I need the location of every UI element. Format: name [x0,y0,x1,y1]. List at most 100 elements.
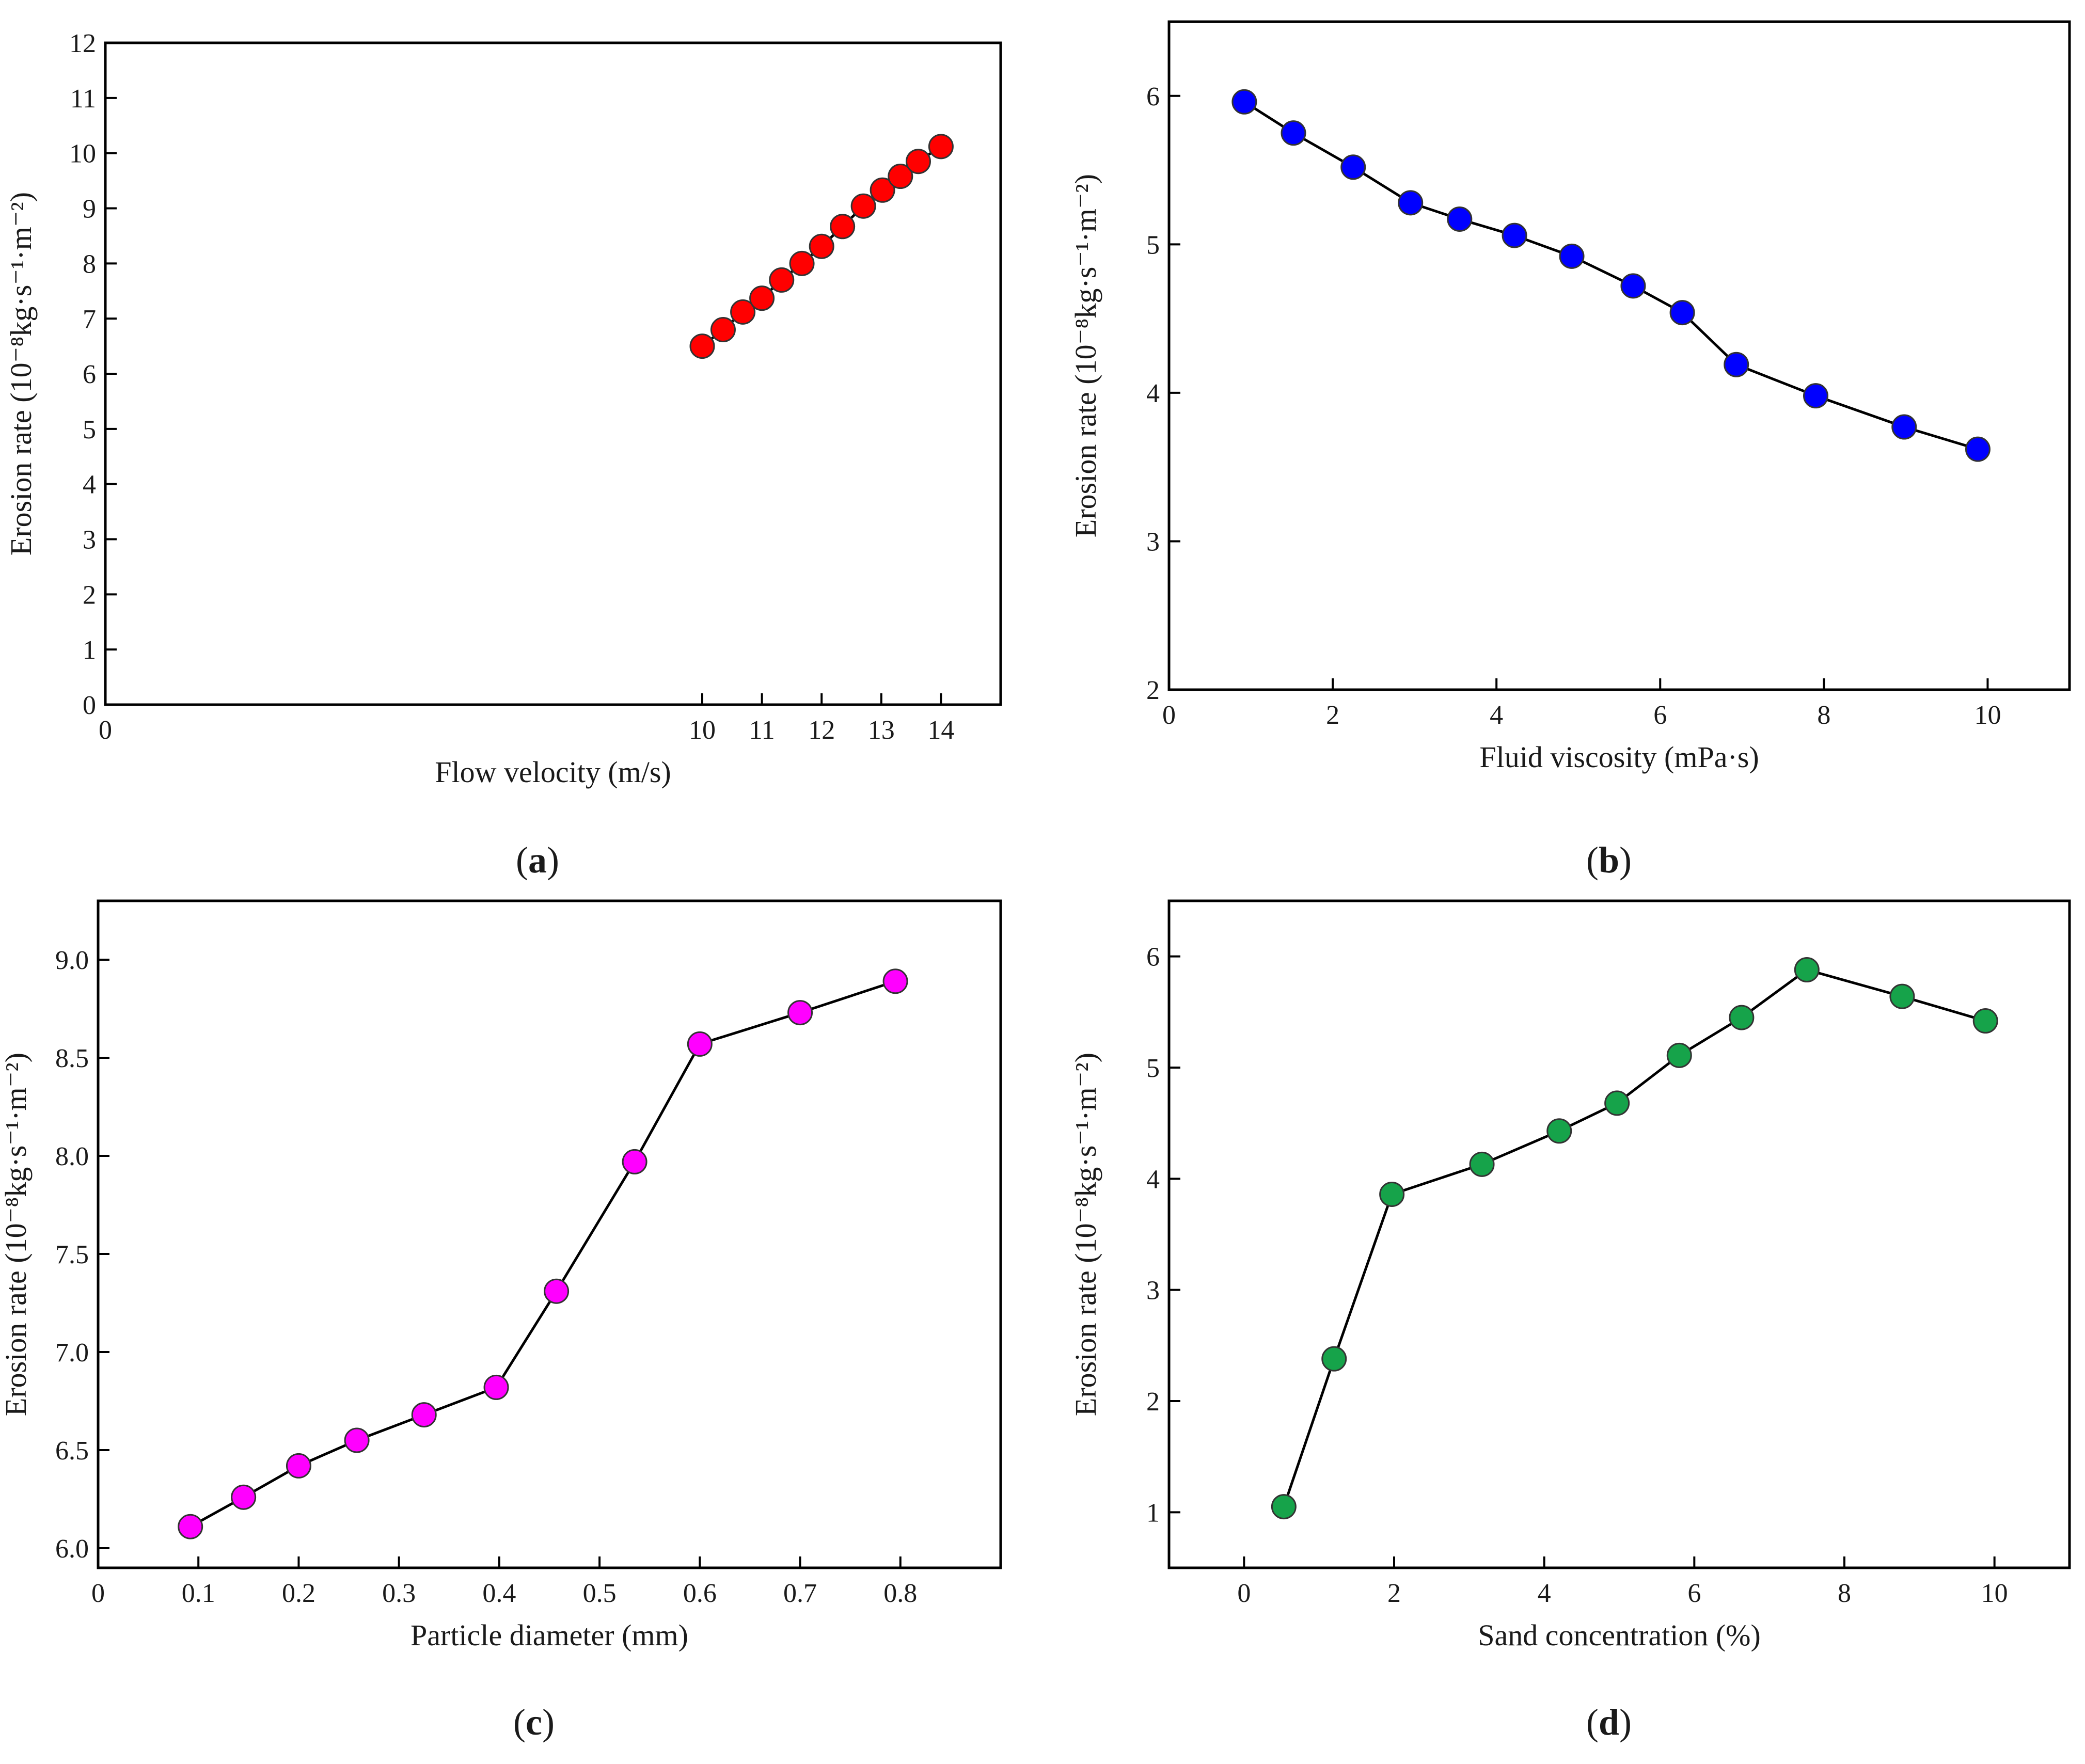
data-point [1794,957,1820,983]
x-tick-label: 6 [1653,701,1667,730]
plot-frame [97,899,1002,1569]
x-tick-label: 10 [1974,701,2001,730]
data-point [730,299,756,325]
panel-label: (d) [1586,1702,1632,1743]
x-tick-label: 13 [868,716,895,745]
y-tick-label: 0 [83,691,96,720]
data-point [1620,273,1646,299]
y-tick-label: 6 [1146,82,1160,112]
x-tick-label: 0.7 [783,1579,817,1608]
x-tick-label: 0 [1162,701,1176,730]
data-point [1559,243,1585,269]
data-point [1889,983,1915,1009]
chart-panel-d: 1 2 3 4 5 6 0 2 4 6 8 10 Sand concentration (%) Erosi… [1069,899,2071,1743]
x-tick-label: 2 [1387,1579,1401,1608]
data-point [1666,1042,1692,1068]
x-tick-label: 10 [689,716,716,745]
y-tick-label: 7.5 [55,1240,89,1269]
data-point [1604,1090,1630,1116]
plot-frame [1167,899,2071,1569]
x-tick-label: 11 [749,716,775,745]
series-line [1243,101,1979,451]
y-tick-label: 5 [1146,230,1160,260]
y-tick-label: 4 [83,470,96,500]
y-tick-label: 9 [83,195,96,224]
y-tick-label: 6.5 [55,1436,89,1466]
y-tick-label: 8 [83,249,96,279]
y-tick-label: 5 [83,415,96,444]
data-point [1340,154,1366,180]
x-tick-label: 0.4 [482,1579,516,1608]
y-tick-label: 10 [69,139,96,169]
series-line [189,980,896,1528]
y-tick-label: 3 [1146,527,1160,557]
y-tick-label: 4 [1146,379,1160,408]
y-tick-label: 3 [83,526,96,555]
y-tick-label: 1 [1146,1498,1160,1528]
y-tick-label: 2 [83,580,96,610]
x-tick-label: 14 [927,716,954,745]
y-tick-label: 6.0 [55,1534,89,1564]
data-point [1398,190,1424,216]
data-point [787,1000,813,1026]
data-point [1379,1181,1405,1207]
data-point [689,333,715,359]
data-point [870,177,895,203]
data-point [1546,1118,1572,1144]
data-point [928,134,954,160]
data-point [1231,89,1257,115]
x-tick-label: 0.1 [182,1579,215,1608]
data-point [411,1402,437,1428]
y-tick-label: 6 [83,360,96,389]
y-tick-label: 1 [83,635,96,665]
data-point [1965,436,1991,462]
x-tick-label: 0.6 [683,1579,717,1608]
y-axis-label: Erosion rate (10⁻⁸kg·s⁻¹·m⁻²) [0,1053,33,1416]
x-axis-label: Particle diameter (mm) [410,1618,688,1652]
data-point [231,1484,257,1510]
data-point [622,1149,647,1174]
y-tick-label: 5 [1146,1054,1160,1083]
x-axis-label: Fluid viscosity (mPa·s) [1479,740,1759,774]
x-tick-label: 12 [808,716,835,745]
x-tick-label: 4 [1538,1579,1551,1608]
x-tick-label: 6 [1687,1579,1701,1608]
data-point [1972,1008,1998,1034]
y-axis-label: Erosion rate (10⁻⁸kg·s⁻¹·m⁻²) [4,192,38,555]
y-tick-label: 9.0 [55,946,89,975]
data-point [769,267,795,293]
x-tick-label: 0 [99,716,112,745]
data-point [1803,383,1829,409]
data-point [888,164,913,189]
x-tick-label: 0 [1237,1579,1251,1608]
data-point [687,1031,713,1057]
x-axis-label: Flow velocity (m/s) [435,755,671,789]
data-point [809,233,834,259]
y-tick-label: 6 [1146,943,1160,972]
data-point [286,1453,311,1479]
data-point [830,214,856,240]
data-point [483,1374,509,1400]
y-axis-label: Erosion rate (10⁻⁸kg·s⁻¹·m⁻²) [1069,174,1102,537]
y-tick-label: 7.0 [55,1338,89,1368]
x-tick-label: 10 [1981,1579,2008,1608]
data-point [178,1514,203,1539]
plot-frame [104,41,1002,706]
x-tick-label: 4 [1490,701,1503,730]
data-point [1502,223,1527,248]
x-tick-label: 0.2 [282,1579,315,1608]
x-axis-label: Sand concentration (%) [1478,1618,1761,1652]
plot-frame [1167,20,2071,691]
data-point [1669,300,1695,326]
data-point [789,250,815,276]
x-tick-label: 0 [91,1579,105,1608]
x-tick-label: 0.5 [583,1579,617,1608]
data-point [882,968,908,994]
data-point [1729,1005,1755,1030]
data-point [1724,352,1749,377]
data-point [1281,120,1306,146]
data-point [544,1278,570,1304]
y-tick-label: 3 [1146,1276,1160,1306]
